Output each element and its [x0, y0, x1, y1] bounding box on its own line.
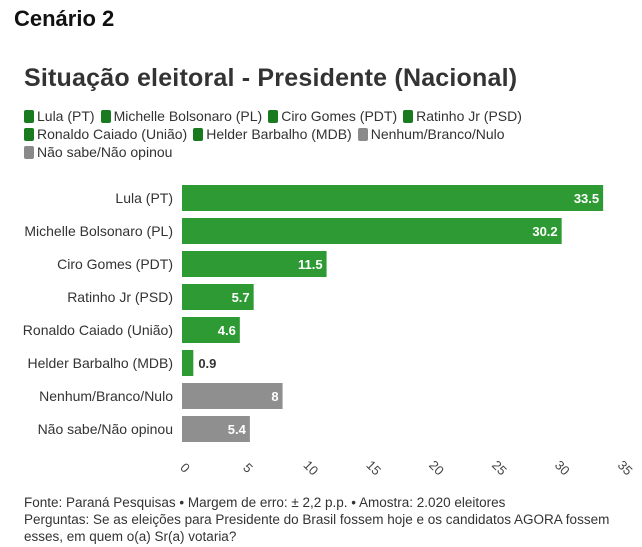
bar	[182, 185, 604, 211]
data-label: 0.9	[198, 356, 216, 371]
x-tick-label: 20	[426, 457, 447, 478]
legend-item: Ciro Gomes (PDT)	[268, 107, 397, 125]
x-tick-label: 25	[489, 457, 510, 478]
bar	[182, 416, 250, 442]
chart-title: Situação eleitoral - Presidente (Naciona…	[24, 64, 518, 92]
category-label: Helder Barbalho (MDB)	[28, 355, 174, 371]
data-label: 33.5	[574, 191, 599, 206]
data-label: 5.4	[228, 422, 247, 437]
x-tick-label: 5	[240, 460, 256, 476]
legend-label: Michelle Bolsonaro (PL)	[113, 108, 263, 124]
category-label: Ciro Gomes (PDT)	[57, 256, 173, 272]
category-label: Michelle Bolsonaro (PL)	[24, 223, 173, 239]
legend-label: Helder Barbalho (MDB)	[206, 126, 352, 142]
legend-item: Lula (PT)	[24, 107, 95, 125]
bar	[182, 218, 562, 244]
legend-label: Ciro Gomes (PDT)	[281, 108, 398, 124]
bar	[182, 383, 283, 409]
legend-swatch	[100, 110, 111, 123]
x-tick-label: 15	[363, 457, 384, 478]
x-tick-label: 35	[615, 457, 636, 478]
scenario-header: Cenário 2	[14, 6, 115, 31]
data-label: 30.2	[532, 224, 557, 239]
legend-swatch	[268, 110, 279, 123]
category-label: Lula (PT)	[115, 190, 173, 206]
bar	[182, 317, 240, 343]
category-label: Ronaldo Caiado (União)	[23, 322, 173, 338]
x-tick-label: 10	[300, 457, 321, 478]
legend-swatch	[403, 110, 414, 123]
legend-label: Ronaldo Caiado (União)	[37, 126, 188, 142]
bar	[182, 251, 327, 277]
chart-footer: Fonte: Paraná Pesquisas • Margem de erro…	[24, 494, 634, 545]
legend-swatch	[193, 128, 204, 141]
bar-chart: Lula (PT) 33.5 Michelle Bolsonaro (PL) 30.2…	[23, 185, 636, 478]
category-label: Nenhum/Branco/Nulo	[39, 388, 173, 404]
data-label: 4.6	[218, 323, 236, 338]
legend-swatch	[24, 146, 34, 159]
bar	[182, 284, 254, 310]
legend-label: Não sabe/Não opinou	[37, 144, 173, 160]
x-tick-label: 30	[552, 457, 573, 478]
legend-label: Ratinho Jr (PSD)	[416, 108, 522, 124]
question-note-line-2: esses, em quem o(a) Sr(a) votaria?	[24, 529, 237, 544]
data-label: 5.7	[232, 290, 250, 305]
legend-item: Nenhum/Branco/Nulo	[357, 125, 505, 143]
legend-swatch	[24, 128, 34, 141]
data-label: 8	[271, 389, 278, 404]
bar	[182, 350, 194, 376]
legend-item: Ronaldo Caiado (União)	[24, 125, 187, 143]
source-note: Fonte: Paraná Pesquisas • Margem de erro…	[24, 495, 506, 510]
data-label: 11.5	[298, 257, 323, 272]
legend-item: Michelle Bolsonaro (PL)	[100, 107, 263, 125]
category-label: Não sabe/Não opinou	[38, 421, 173, 437]
legend-swatch	[357, 128, 368, 141]
x-tick-label: 0	[177, 460, 193, 476]
legend-item: Ratinho Jr (PSD)	[403, 107, 522, 125]
question-note-line-1: Perguntas: Se as eleições para President…	[24, 512, 610, 527]
legend-label: Lula (PT)	[37, 108, 95, 124]
chart-legend: Lula (PT) Michelle Bolsonaro (PL) Ciro Gom…	[24, 107, 624, 161]
category-label: Ratinho Jr (PSD)	[67, 289, 173, 305]
legend-label: Nenhum/Branco/Nulo	[370, 126, 505, 142]
legend-item: Não sabe/Não opinou	[24, 143, 172, 161]
legend-item: Helder Barbalho (MDB)	[193, 125, 352, 143]
legend-swatch	[24, 110, 34, 123]
